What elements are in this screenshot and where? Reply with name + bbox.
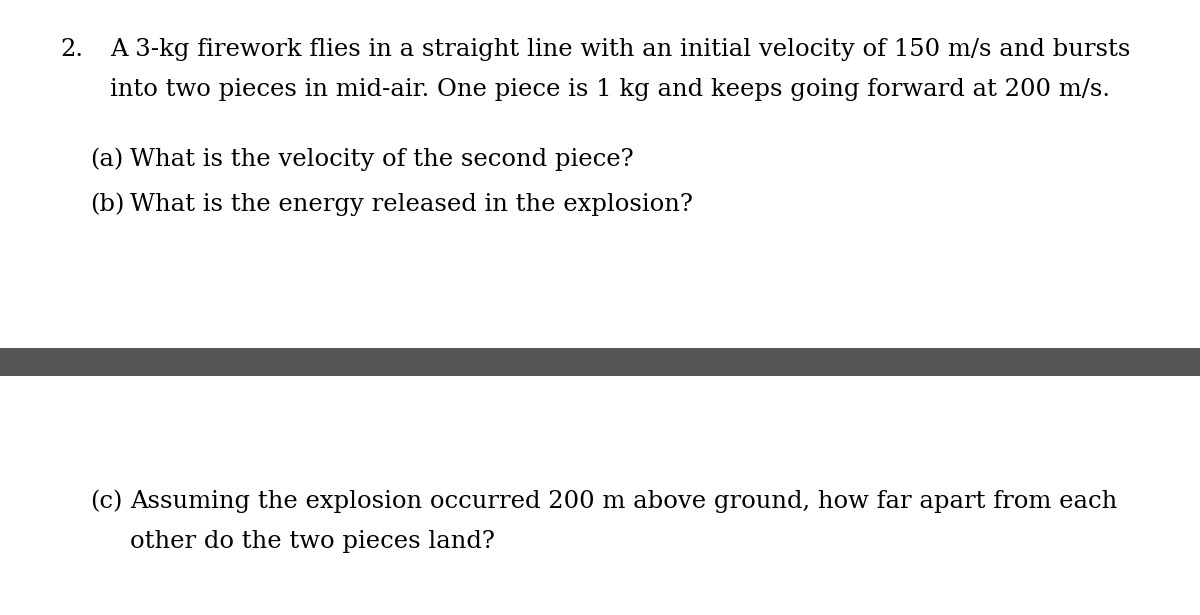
Text: A 3-kg firework flies in a straight line with an initial velocity of 150 m/s and: A 3-kg firework flies in a straight line… (110, 38, 1130, 61)
Text: (c): (c) (90, 490, 122, 513)
Text: into two pieces in mid-air. One piece is 1 kg and keeps going forward at 200 m/s: into two pieces in mid-air. One piece is… (110, 78, 1110, 101)
Text: (b): (b) (90, 193, 125, 216)
Text: (a): (a) (90, 148, 124, 171)
Text: What is the velocity of the second piece?: What is the velocity of the second piece… (130, 148, 634, 171)
Text: What is the energy released in the explosion?: What is the energy released in the explo… (130, 193, 692, 216)
Text: Assuming the explosion occurred 200 m above ground, how far apart from each: Assuming the explosion occurred 200 m ab… (130, 490, 1117, 513)
Text: 2.: 2. (60, 38, 83, 61)
Text: other do the two pieces land?: other do the two pieces land? (130, 530, 494, 553)
Bar (0, 348, 1200, 376)
